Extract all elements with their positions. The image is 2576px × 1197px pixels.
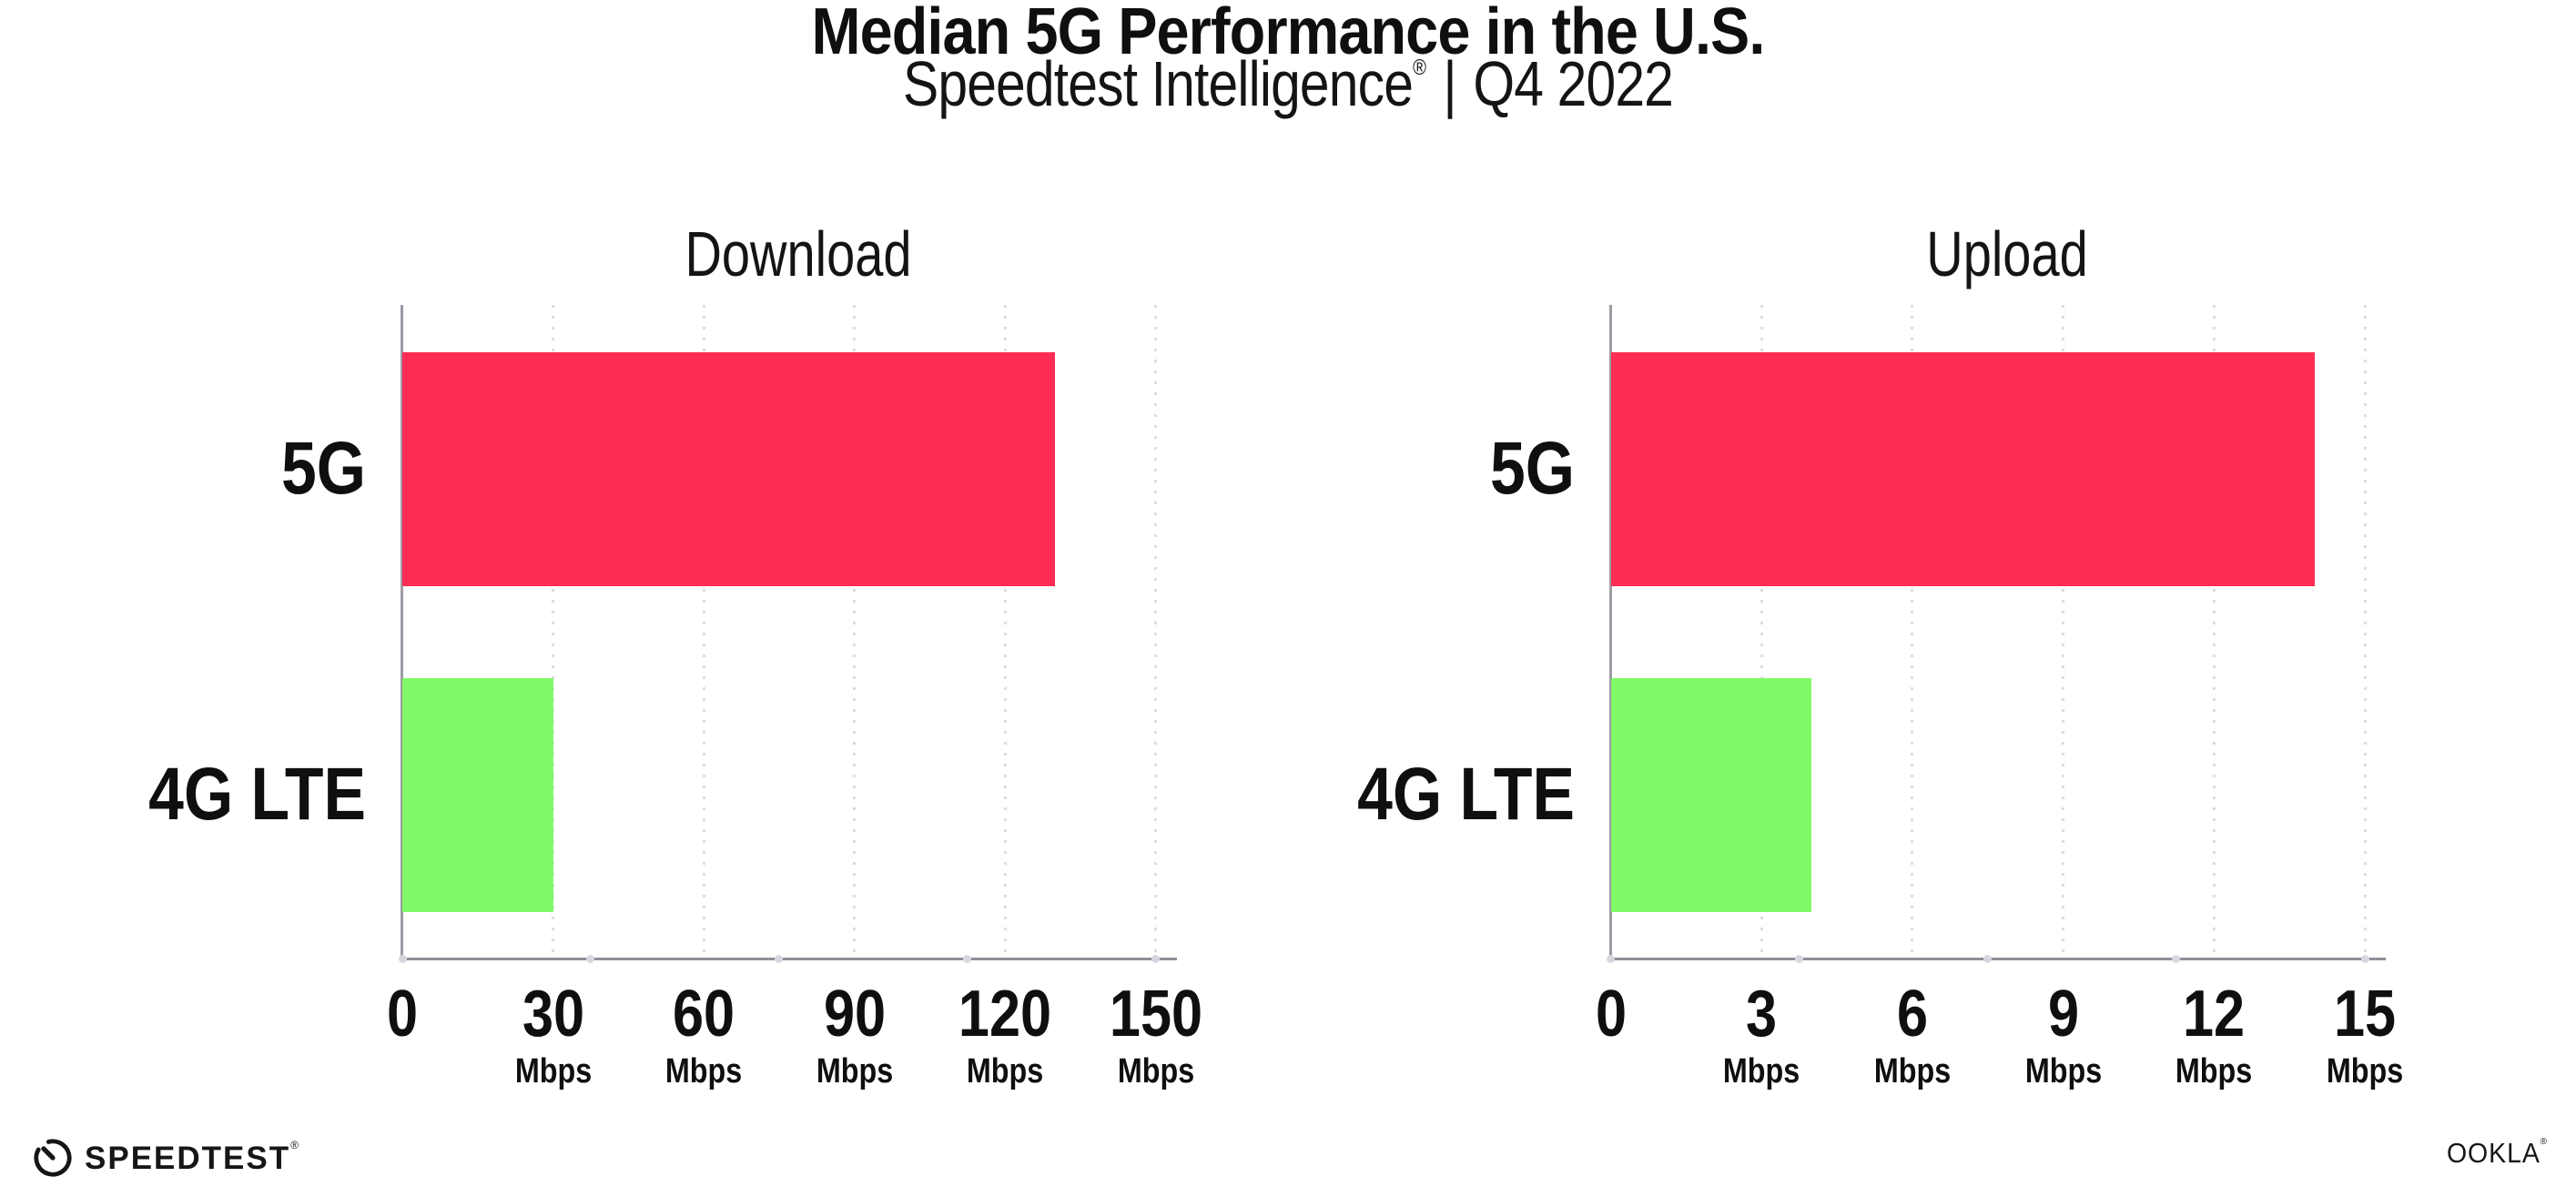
gridline-90-mbps — [853, 305, 856, 956]
x-tick-value: 0 — [386, 978, 419, 1050]
speedtest-logo: SPEEDTEST ® — [32, 1137, 299, 1179]
bar-4g-lte — [402, 678, 553, 912]
x-tick-0: 0 — [320, 981, 484, 1047]
category-label-4g-lte: 4G LTE — [148, 752, 366, 836]
ookla-wordmark: OOKLA — [2446, 1137, 2541, 1169]
x-tick-value: 3 — [1746, 978, 1778, 1050]
gridline-3-mbps — [1760, 305, 1763, 956]
x-tick-150: 150 Mbps — [1074, 981, 1238, 1089]
category-label-5g: 5G — [281, 426, 366, 510]
page-subtitle: Speedtest Intelligence® | Q4 2022 — [902, 48, 1674, 119]
gridline-120-mbps — [1003, 305, 1007, 956]
x-tick-value: 6 — [1896, 978, 1928, 1050]
subtitle-separator: | — [1443, 48, 1456, 119]
x-tick-unit: Mbps — [966, 1052, 1044, 1090]
axis-quarter-dot — [1151, 955, 1160, 963]
x-tick-unit: Mbps — [664, 1052, 743, 1090]
gridline-6-mbps — [1911, 305, 1914, 956]
axis-quarter-dot — [2360, 955, 2369, 963]
x-tick-value: 12 — [2183, 978, 2246, 1050]
x-tick-3: 3 Mbps — [1679, 981, 1843, 1089]
category-label-5g: 5G — [1489, 426, 1575, 510]
x-axis-line — [1608, 958, 2386, 960]
subtitle-brand: Speedtest Intelligence — [902, 48, 1414, 119]
speedtest-registered-icon: ® — [290, 1139, 299, 1151]
download-chart-title: Download — [685, 218, 912, 289]
x-tick-value: 9 — [2047, 978, 2079, 1050]
gridline-12-mbps — [2212, 305, 2216, 956]
x-tick-12: 12 Mbps — [2132, 981, 2296, 1089]
x-tick-0: 0 — [1529, 981, 1693, 1047]
registered-trademark-icon: ® — [1413, 56, 1426, 80]
x-tick-unit: Mbps — [1117, 1052, 1194, 1090]
x-tick-120: 120 Mbps — [923, 981, 1087, 1089]
x-tick-unit: Mbps — [1723, 1052, 1800, 1090]
x-tick-value: 150 — [1109, 978, 1202, 1050]
x-tick-unit: Mbps — [2326, 1052, 2404, 1090]
axis-quarter-dot — [1795, 955, 1804, 963]
axis-quarter-dot — [1607, 955, 1615, 963]
x-tick-unit: Mbps — [2175, 1052, 2253, 1090]
axis-quarter-dot — [2172, 955, 2181, 963]
axis-quarter-dot — [586, 955, 595, 963]
x-tick-15: 15 Mbps — [2283, 981, 2447, 1089]
gridline-30-mbps — [552, 305, 554, 956]
speedtest-wordmark: SPEEDTEST — [85, 1140, 291, 1176]
upload-chart-title: Upload — [1926, 218, 2088, 289]
y-axis-spine — [401, 305, 403, 959]
x-tick-value: 60 — [672, 978, 735, 1050]
x-tick-6: 6 Mbps — [1831, 981, 1994, 1089]
axis-quarter-dot — [398, 955, 407, 963]
x-tick-value: 15 — [2333, 978, 2397, 1050]
bar-5g — [1610, 352, 2315, 586]
x-tick-unit: Mbps — [514, 1052, 592, 1090]
x-tick-value: 30 — [522, 978, 584, 1050]
bar-4g-lte — [1610, 678, 1812, 912]
x-tick-unit: Mbps — [1873, 1052, 1952, 1090]
ookla-logo: OOKLA ® — [2439, 1137, 2547, 1169]
x-tick-60: 60 Mbps — [622, 981, 786, 1089]
x-tick-9: 9 Mbps — [1982, 981, 2145, 1089]
x-tick-unit: Mbps — [816, 1052, 893, 1090]
gridline-15-mbps — [2363, 305, 2367, 956]
x-tick-unit: Mbps — [2024, 1052, 2102, 1090]
x-tick-value: 0 — [1595, 978, 1627, 1050]
y-axis-spine — [1608, 305, 1612, 959]
gridline-9-mbps — [2062, 305, 2065, 956]
gridline-60-mbps — [702, 305, 705, 956]
page-title: Median 5G Performance in the U.S. — [811, 0, 1766, 68]
x-tick-value: 120 — [958, 978, 1052, 1050]
ookla-registered-icon: ® — [2540, 1137, 2547, 1147]
speedtest-gauge-icon — [34, 1139, 72, 1177]
bar-5g — [402, 352, 1056, 586]
x-tick-30: 30 Mbps — [472, 981, 635, 1089]
axis-quarter-dot — [963, 955, 972, 963]
x-axis-line — [401, 958, 1177, 960]
axis-quarter-dot — [1983, 955, 1993, 963]
axis-quarter-dot — [775, 955, 784, 963]
x-tick-value: 90 — [823, 978, 886, 1050]
gridline-150-mbps — [1154, 305, 1157, 956]
x-tick-90: 90 Mbps — [773, 981, 937, 1089]
subtitle-period: Q4 2022 — [1473, 48, 1674, 119]
category-label-4g-lte: 4G LTE — [1356, 752, 1575, 836]
